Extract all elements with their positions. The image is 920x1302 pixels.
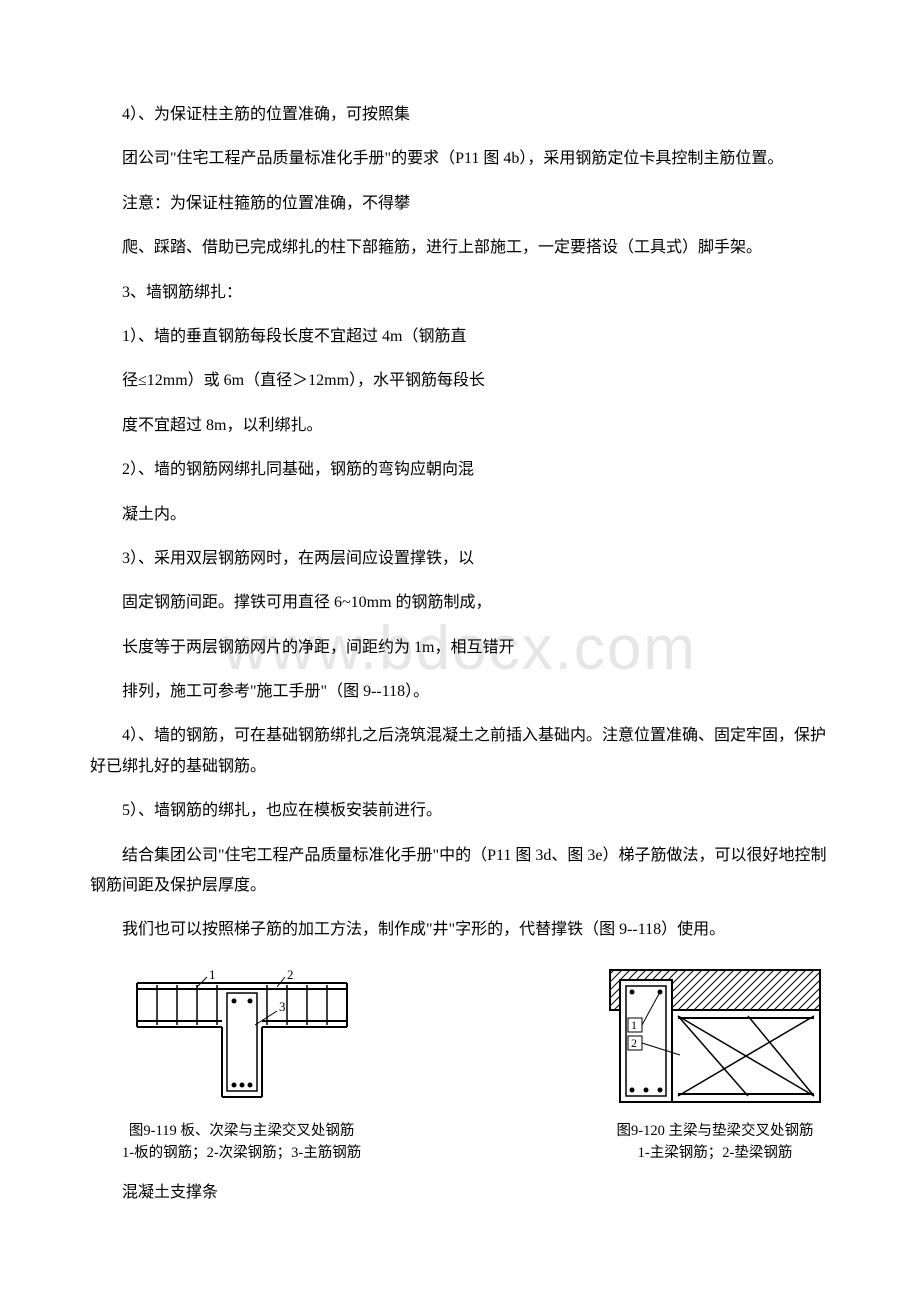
caption-line: 1-板的钢筋；2-次梁钢筋；3-主筋钢筋	[122, 1143, 361, 1165]
caption-line: 图9-120 主梁与垫梁交叉处钢筋	[617, 1121, 814, 1143]
paragraph: 1）、墙的垂直钢筋每段长度不宜超过 4m（钢筋直	[90, 322, 830, 352]
paragraph: 度不宜超过 8m，以利绑扎。	[90, 411, 830, 441]
caption-line: 1-主梁钢筋；2-垫梁钢筋	[617, 1143, 814, 1165]
paragraph: 爬、踩踏、借助已完成绑扎的柱下部箍筋，进行上部施工，一定要搭设（工具式）脚手架。	[90, 233, 830, 263]
figure-9-120-caption: 图9-120 主梁与垫梁交叉处钢筋 1-主梁钢筋；2-垫梁钢筋	[617, 1121, 814, 1165]
fig1-label-1: 1	[209, 967, 216, 982]
figures-row: 1 2 3 图9-119 板、次梁与主梁交叉处钢筋 1-板的钢筋；2-次梁钢筋；…	[122, 960, 830, 1165]
paragraph: 固定钢筋间距。撑铁可用直径 6~10mm 的钢筋制成，	[90, 588, 830, 618]
paragraph: 2）、墙的钢筋网绑扎同基础，钢筋的弯钩应朝向混	[90, 455, 830, 485]
paragraph: 4）、为保证柱主筋的位置准确，可按照集	[90, 100, 830, 130]
paragraph: 我们也可以按照梯子筋的加工方法，制作成"井"字形的，代替撑铁（图 9--118）…	[90, 915, 830, 945]
fig1-label-3: 3	[279, 999, 286, 1014]
figure-9-120-svg: 1 2	[600, 960, 830, 1115]
paragraph: 3）、采用双层钢筋网时，在两层间应设置撑铁，以	[90, 544, 830, 574]
paragraph: 注意：为保证柱箍筋的位置准确，不得攀	[90, 189, 830, 219]
figure-9-119-svg: 1 2 3	[127, 965, 357, 1115]
document-content: 4）、为保证柱主筋的位置准确，可按照集 团公司"住宅工程产品质量标准化手册"的要…	[90, 100, 830, 1209]
paragraph: 长度等于两层钢筋网片的净距，间距约为 1m，相互错开	[90, 633, 830, 663]
paragraph: 凝土内。	[90, 500, 830, 530]
fig2-label-2: 2	[631, 1036, 637, 1050]
paragraph: 团公司"住宅工程产品质量标准化手册"的要求（P11 图 4b），采用钢筋定位卡具…	[90, 144, 830, 174]
paragraph: 4）、墙的钢筋，可在基础钢筋绑扎之后浇筑混凝土之前插入基础内。注意位置准确、固定…	[90, 721, 830, 782]
fig2-label-1: 1	[631, 1018, 637, 1032]
figure-9-120: 1 2 图9-120 主梁与垫梁交叉处钢筋 1-主梁钢筋；2-垫梁钢筋	[600, 960, 830, 1165]
caption-line: 图9-119 板、次梁与主梁交叉处钢筋	[122, 1121, 361, 1143]
paragraph: 径≤12mm）或 6m（直径＞12mm），水平钢筋每段长	[90, 366, 830, 396]
paragraph: 5）、墙钢筋的绑扎，也应在模板安装前进行。	[90, 796, 830, 826]
paragraph: 结合集团公司"住宅工程产品质量标准化手册"中的（P11 图 3d、图 3e）梯子…	[90, 841, 830, 902]
paragraph: 排列，施工可参考"施工手册"（图 9--118）。	[90, 677, 830, 707]
fig1-label-2: 2	[287, 967, 294, 982]
figure-9-119-caption: 图9-119 板、次梁与主梁交叉处钢筋 1-板的钢筋；2-次梁钢筋；3-主筋钢筋	[122, 1121, 361, 1165]
figure-9-119: 1 2 3 图9-119 板、次梁与主梁交叉处钢筋 1-板的钢筋；2-次梁钢筋；…	[122, 965, 361, 1165]
paragraph: 3、墙钢筋绑扎：	[90, 278, 830, 308]
paragraph: 混凝土支撑条	[90, 1178, 830, 1208]
